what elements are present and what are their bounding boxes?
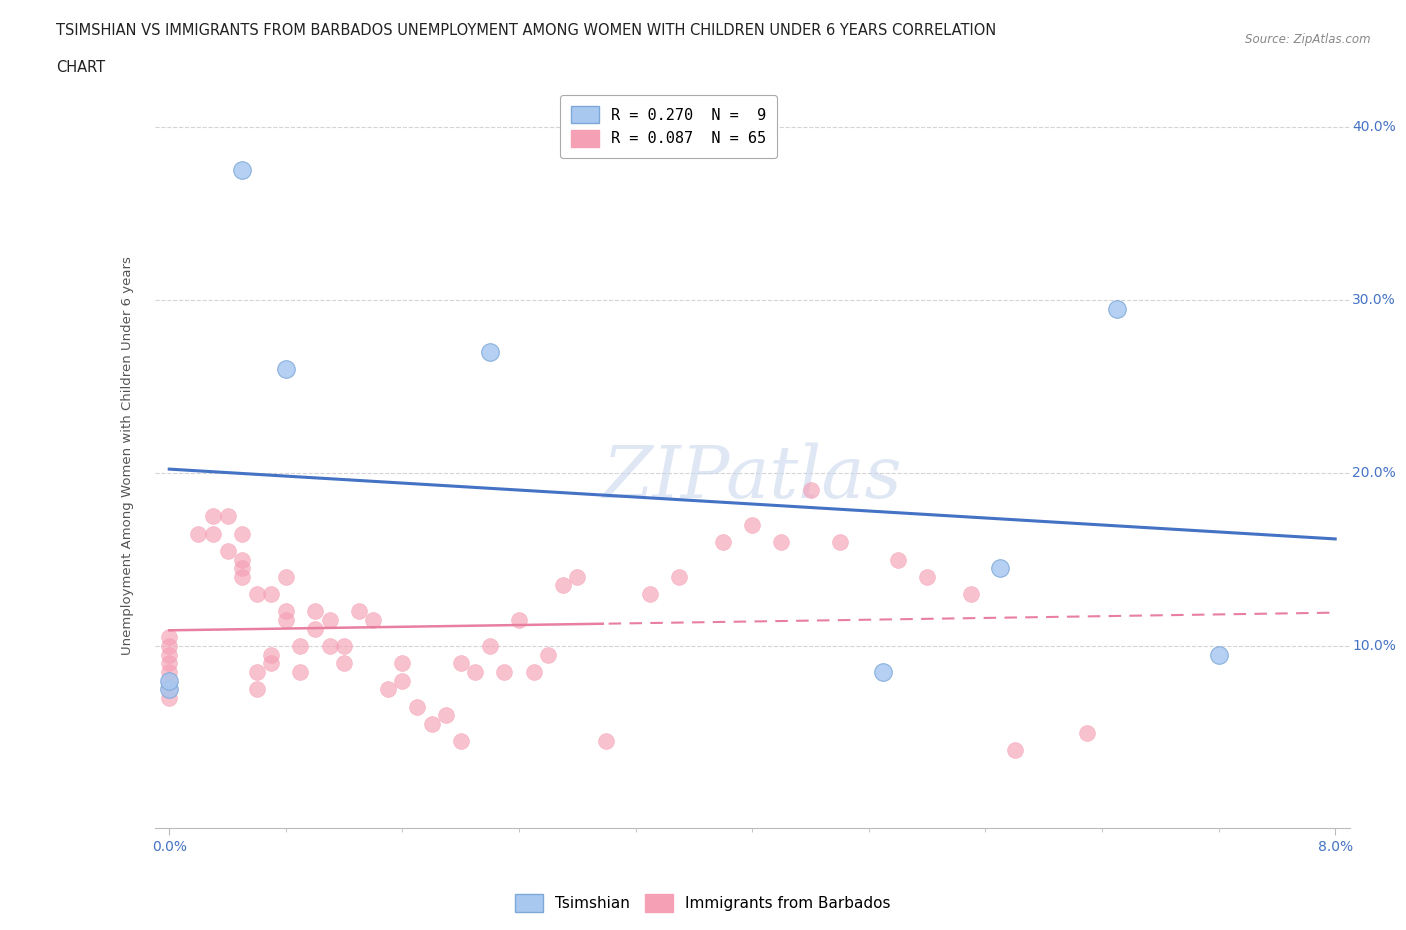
- Point: [157, 673, 180, 688]
- Point: [318, 639, 340, 654]
- Point: [567, 569, 589, 584]
- Point: [157, 682, 180, 697]
- Point: [201, 526, 224, 541]
- Point: [290, 665, 312, 680]
- Point: [157, 656, 180, 671]
- Point: [1004, 742, 1026, 757]
- Point: [478, 639, 501, 654]
- Point: [347, 604, 370, 618]
- Text: TSIMSHIAN VS IMMIGRANTS FROM BARBADOS UNEMPLOYMENT AMONG WOMEN WITH CHILDREN UND: TSIMSHIAN VS IMMIGRANTS FROM BARBADOS UN…: [56, 23, 997, 38]
- Text: 10.0%: 10.0%: [1353, 639, 1396, 653]
- Point: [988, 561, 1011, 576]
- Point: [741, 517, 763, 532]
- Point: [157, 690, 180, 705]
- Point: [217, 509, 239, 524]
- Point: [638, 587, 661, 602]
- Point: [274, 569, 297, 584]
- Point: [304, 604, 326, 618]
- Point: [274, 604, 297, 618]
- Text: 20.0%: 20.0%: [1353, 466, 1396, 480]
- Point: [508, 613, 530, 628]
- Point: [1208, 647, 1230, 662]
- Point: [157, 647, 180, 662]
- Point: [450, 734, 472, 749]
- Point: [231, 569, 253, 584]
- Legend: Tsimshian, Immigrants from Barbados: Tsimshian, Immigrants from Barbados: [509, 888, 897, 918]
- Point: [260, 587, 283, 602]
- Point: [915, 569, 938, 584]
- Point: [157, 665, 180, 680]
- Point: [231, 526, 253, 541]
- Text: 40.0%: 40.0%: [1353, 120, 1396, 134]
- Point: [391, 656, 413, 671]
- Point: [231, 163, 253, 178]
- Point: [157, 639, 180, 654]
- Point: [551, 578, 574, 593]
- Point: [872, 665, 894, 680]
- Point: [377, 682, 399, 697]
- Point: [464, 665, 486, 680]
- Point: [711, 535, 734, 550]
- Point: [523, 665, 546, 680]
- Point: [201, 509, 224, 524]
- Point: [290, 639, 312, 654]
- Point: [231, 561, 253, 576]
- Point: [274, 362, 297, 377]
- Point: [274, 613, 297, 628]
- Point: [595, 734, 617, 749]
- Point: [231, 552, 253, 567]
- Point: [157, 682, 180, 697]
- Point: [157, 630, 180, 644]
- Y-axis label: Unemployment Among Women with Children Under 6 years: Unemployment Among Women with Children U…: [121, 257, 134, 655]
- Point: [434, 708, 457, 723]
- Point: [246, 665, 269, 680]
- Point: [217, 543, 239, 558]
- Point: [478, 344, 501, 359]
- Point: [246, 587, 269, 602]
- Text: 30.0%: 30.0%: [1353, 293, 1396, 307]
- Point: [959, 587, 981, 602]
- Point: [361, 613, 384, 628]
- Legend: R = 0.270  N =  9, R = 0.087  N = 65: R = 0.270 N = 9, R = 0.087 N = 65: [561, 95, 776, 158]
- Point: [420, 716, 443, 731]
- Text: ZIPatlas: ZIPatlas: [602, 443, 903, 513]
- Point: [799, 483, 821, 498]
- Point: [887, 552, 910, 567]
- Point: [333, 639, 356, 654]
- Point: [406, 699, 429, 714]
- Point: [1105, 301, 1128, 316]
- Point: [333, 656, 356, 671]
- Point: [391, 673, 413, 688]
- Point: [187, 526, 209, 541]
- Text: Source: ZipAtlas.com: Source: ZipAtlas.com: [1246, 33, 1371, 46]
- Point: [157, 673, 180, 688]
- Point: [828, 535, 851, 550]
- Point: [494, 665, 516, 680]
- Point: [304, 621, 326, 636]
- Point: [770, 535, 793, 550]
- Point: [318, 613, 340, 628]
- Point: [260, 647, 283, 662]
- Point: [246, 682, 269, 697]
- Point: [260, 656, 283, 671]
- Point: [1076, 725, 1098, 740]
- Point: [668, 569, 690, 584]
- Point: [537, 647, 560, 662]
- Text: CHART: CHART: [56, 60, 105, 75]
- Point: [450, 656, 472, 671]
